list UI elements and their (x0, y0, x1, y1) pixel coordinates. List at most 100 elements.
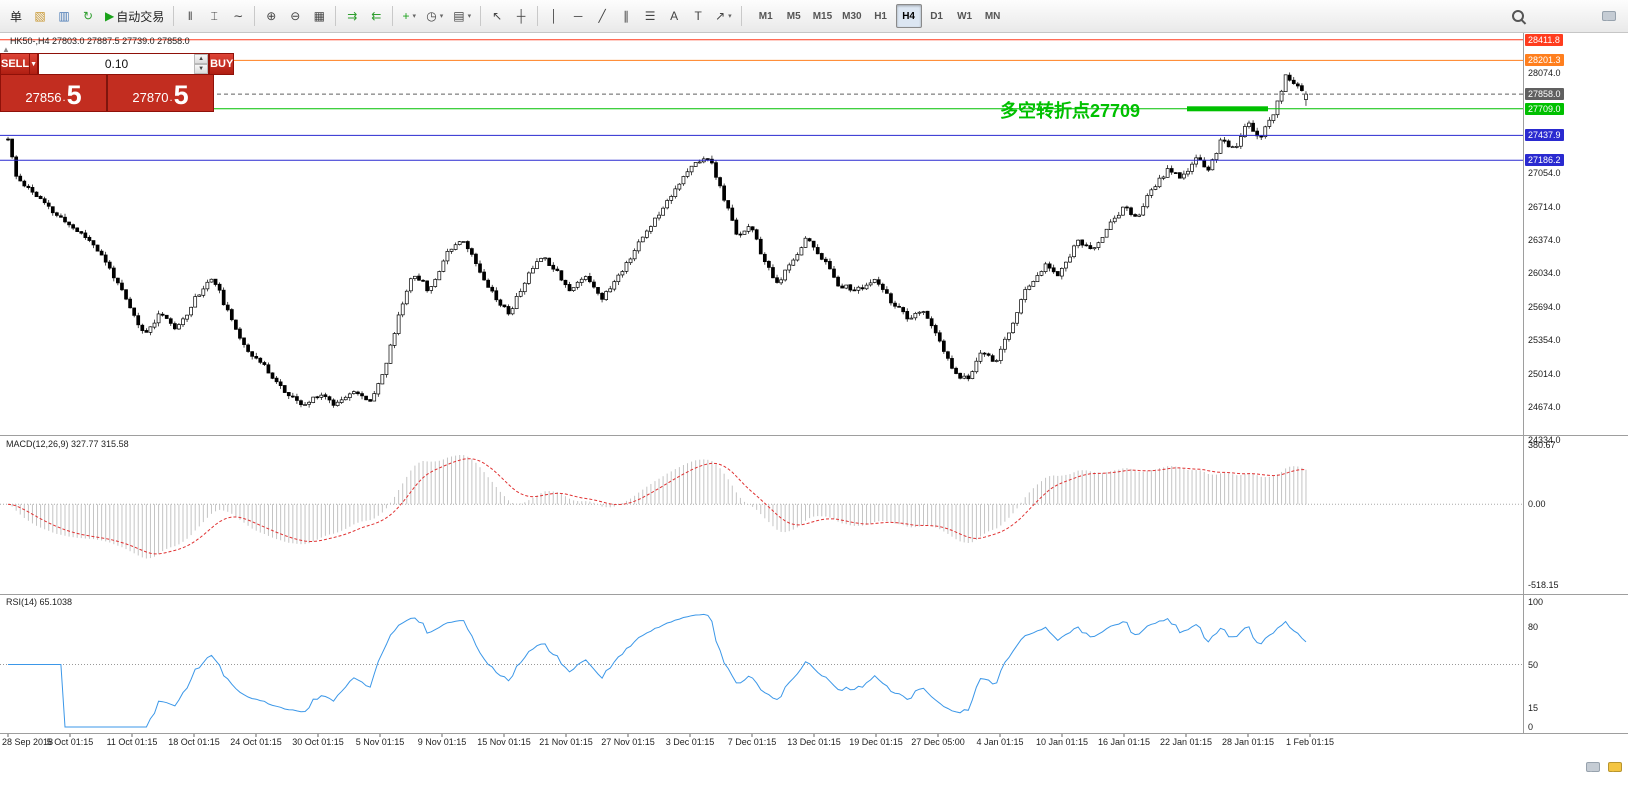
refresh-icon[interactable]: ↻ (77, 4, 99, 28)
toolbar-left-group: 单 ▧ ▥ ↻ ▶ 自动交易 ‖ ⌶ ∼ ⊕ ⊖ ▦ ⇉ ⇇ + ▾ ◷ ▾ ▤ ▾ ↖ ┼ │ ─ ╱ ∥ ☰ A T ↗ ▾ (4, 4, 746, 28)
horizontal-line-icon[interactable]: ─ (567, 4, 589, 28)
periods-icon-dropdown[interactable]: ▾ (439, 13, 444, 20)
fibonacci-icon[interactable]: ☰ (639, 4, 661, 28)
vertical-line-icon[interactable]: │ (543, 4, 565, 28)
lot-increase-button[interactable]: ▲ (194, 54, 209, 64)
timeframe-d1[interactable]: D1 (930, 10, 943, 22)
sell-price-point: . (62, 92, 66, 104)
candlestick-series (6, 72, 1308, 408)
annotation-underline (1187, 106, 1268, 112)
panel-collapse-icon[interactable]: ▲ (2, 45, 10, 54)
chat-gray-icon[interactable] (1586, 762, 1600, 772)
fibonacci-icon-glyph: ☰ (644, 9, 656, 23)
chart-shift-icon[interactable]: ⇉ (341, 4, 363, 28)
channel-icon-glyph: ∥ (623, 9, 630, 23)
rsi-panel[interactable] (0, 596, 1523, 733)
refresh-icon-glyph: ↻ (82, 9, 94, 23)
zoom-out-icon-glyph: ⊖ (290, 9, 301, 23)
line-chart-icon[interactable]: ∼ (227, 4, 249, 28)
periods-icon[interactable]: ◷ ▾ (422, 4, 447, 28)
channel-icon[interactable]: ∥ (615, 4, 637, 28)
macd-histogram (11, 455, 1307, 559)
toolbar-right-group (1511, 9, 1624, 24)
auto-scroll-icon-glyph: ⇇ (371, 9, 382, 23)
templates-icon-dropdown[interactable]: ▾ (467, 13, 472, 20)
bar-chart-icon[interactable]: ‖ (179, 4, 201, 28)
candlestick-chart-icon[interactable]: ⌶ (203, 4, 225, 28)
autotrading-button-label: 自动交易 (116, 9, 165, 24)
indicators-icon-dropdown[interactable]: ▾ (412, 13, 417, 20)
lot-size-field: ▲ ▼ (38, 53, 210, 75)
arrows-icon[interactable]: ↗ ▾ (711, 4, 736, 28)
trend-annotation: 多空转折点27709 (1000, 101, 1141, 121)
templates-icon-glyph: ▤ (453, 9, 465, 23)
search-icon[interactable] (1511, 9, 1526, 24)
zoom-in-icon[interactable]: ⊕ (260, 4, 282, 28)
text-icon[interactable]: A (663, 4, 685, 28)
new-order-button[interactable]: 单 (5, 4, 27, 28)
toolbar-separator (740, 6, 742, 26)
timeframe-h4[interactable]: H4 (895, 4, 922, 28)
toolbar-separator (173, 6, 175, 26)
lot-decrease-button[interactable]: ▼ (194, 64, 209, 74)
macd-panel[interactable] (0, 437, 1523, 593)
label-icon-glyph: T (694, 9, 702, 23)
chat-yellow-icon[interactable] (1608, 762, 1622, 772)
timeframe-m1[interactable]: M1 (758, 10, 773, 22)
autotrading-button[interactable]: ▶ 自动交易 (101, 4, 168, 28)
vertical-line-icon-glyph: │ (550, 9, 558, 23)
zoom-in-icon-glyph: ⊕ (266, 9, 277, 23)
toolbar-separator (537, 6, 539, 26)
footer-icons (1586, 762, 1622, 772)
timeframe-w1[interactable]: W1 (957, 10, 973, 22)
toolbar-separator (480, 6, 482, 26)
crosshair-icon[interactable]: ┼ (510, 4, 532, 28)
timeframe-m15[interactable]: M15 (812, 10, 833, 22)
timeframe-m5[interactable]: M5 (786, 10, 801, 22)
cursor-icon-glyph: ↖ (492, 9, 503, 23)
auto-scroll-icon[interactable]: ⇇ (365, 4, 387, 28)
profiles-icon[interactable]: ▥ (53, 4, 75, 28)
tile-windows-icon[interactable]: ▦ (308, 4, 330, 28)
tile-windows-icon-glyph: ▦ (313, 9, 325, 23)
chat-icon[interactable] (1602, 11, 1616, 21)
profiles-icon-glyph: ▥ (58, 9, 70, 23)
macd-signal-line (7, 458, 1306, 555)
indicators-icon[interactable]: + ▾ (398, 4, 420, 28)
arrows-icon-glyph: ↗ (715, 9, 726, 23)
buy-price[interactable]: 27870. 5 (108, 75, 213, 111)
buy-price-point: . (169, 92, 173, 104)
timeframe-m30[interactable]: M30 (842, 10, 862, 22)
chart-ohlc-header: HK50-,H4 27803.0 27887.5 27739.0 27858.0 (10, 36, 190, 46)
toolbar-spacer (1532, 16, 1596, 17)
order-type-dropdown[interactable]: ▼ (30, 53, 39, 75)
new-chart-icon[interactable]: ▧ (29, 4, 51, 28)
sell-price[interactable]: 27856. 5 (1, 75, 106, 111)
trendline-icon[interactable]: ╱ (591, 4, 613, 28)
new-order-button-label: 单 (9, 9, 22, 24)
price-chart-panel[interactable] (0, 33, 1523, 434)
candlestick-chart-icon-glyph: ⌶ (210, 8, 218, 23)
templates-icon[interactable]: ▤ ▾ (449, 4, 475, 28)
cursor-icon[interactable]: ↖ (486, 4, 508, 28)
label-icon[interactable]: T (687, 4, 709, 28)
price-divider (106, 75, 108, 111)
chart-shift-icon-glyph: ⇉ (347, 9, 358, 23)
arrows-icon-dropdown[interactable]: ▾ (728, 13, 732, 20)
rsi-label: RSI(14) 65.1038 (6, 597, 73, 607)
lot-size-input[interactable] (39, 54, 195, 74)
buy-price-main: 27870 (132, 90, 169, 105)
timeframe-h1[interactable]: H1 (874, 10, 887, 22)
indicators-icon-glyph: + (402, 9, 410, 23)
sell-button[interactable]: SELL (0, 53, 31, 75)
horizontal-line-icon-glyph: ─ (573, 9, 583, 23)
buy-button[interactable]: BUY (209, 53, 235, 75)
timeframe-mn[interactable]: MN (984, 10, 1001, 22)
toolbar-separator (392, 6, 394, 26)
zoom-out-icon[interactable]: ⊖ (284, 4, 306, 28)
line-chart-icon-glyph: ∼ (233, 9, 244, 23)
timeframe-group: M1 M5 M15 M30 H1 H4 D1 W1 MN (752, 4, 1007, 28)
toolbar-separator (254, 6, 256, 26)
